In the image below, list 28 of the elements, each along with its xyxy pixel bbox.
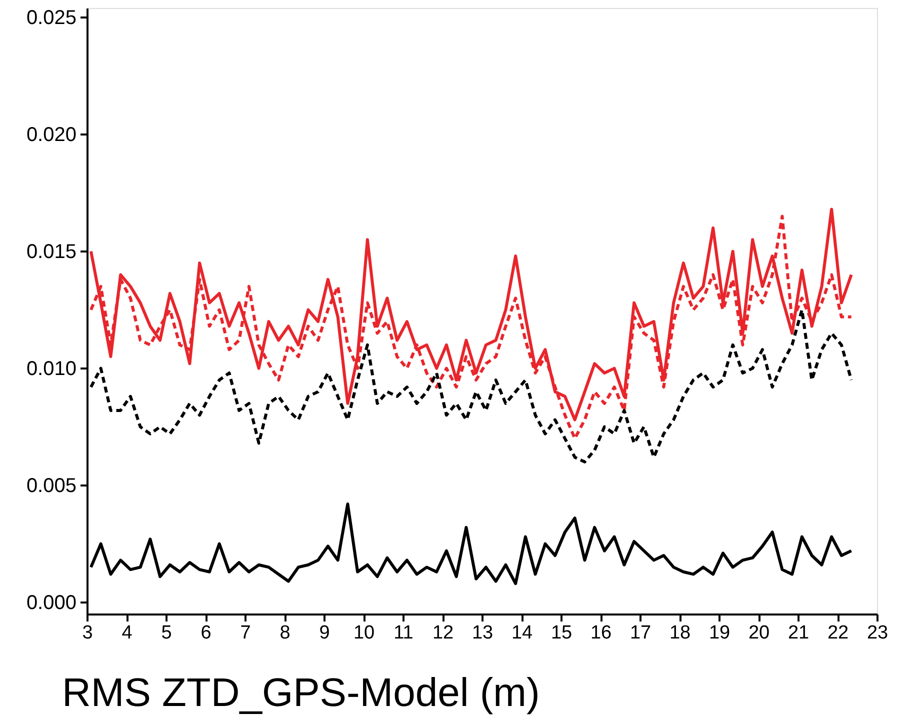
x-tick-label: 23 [866,622,888,644]
x-axis-title: RMS ZTD_GPS-Model (m) [62,671,540,715]
x-tick-label: 16 [590,622,612,644]
x-tick-label: 14 [511,622,533,644]
x-tick-label: 6 [200,622,212,644]
x-tick-label: 11 [394,622,414,644]
x-tick-label: 8 [280,622,290,644]
x-tick-label: 18 [669,622,691,644]
x-tick-label: 7 [240,622,251,644]
x-tick-label: 17 [630,622,652,644]
x-tick-label: 20 [748,622,770,644]
x-tick-label: 12 [432,622,454,644]
y-tick-label: 0.000 [26,592,76,614]
y-tick-label: 0.015 [26,240,76,263]
x-tick-label: 13 [472,622,494,644]
y-tick-label: 0.020 [26,124,76,146]
x-tick-label: 9 [319,622,330,644]
x-tick-label: 19 [708,622,730,644]
y-tick-label: 0.010 [26,358,76,380]
x-tick-label: 5 [161,622,172,644]
x-tick-label: 21 [788,622,810,644]
y-tick-label: 0.025 [26,6,76,29]
x-tick-label: 4 [122,622,133,644]
x-tick-label: 3 [82,622,93,644]
x-tick-label: 15 [550,622,572,644]
y-tick-label: 0.005 [26,474,76,497]
x-tick-label: 10 [353,622,375,644]
x-tick-label: 22 [827,622,849,644]
